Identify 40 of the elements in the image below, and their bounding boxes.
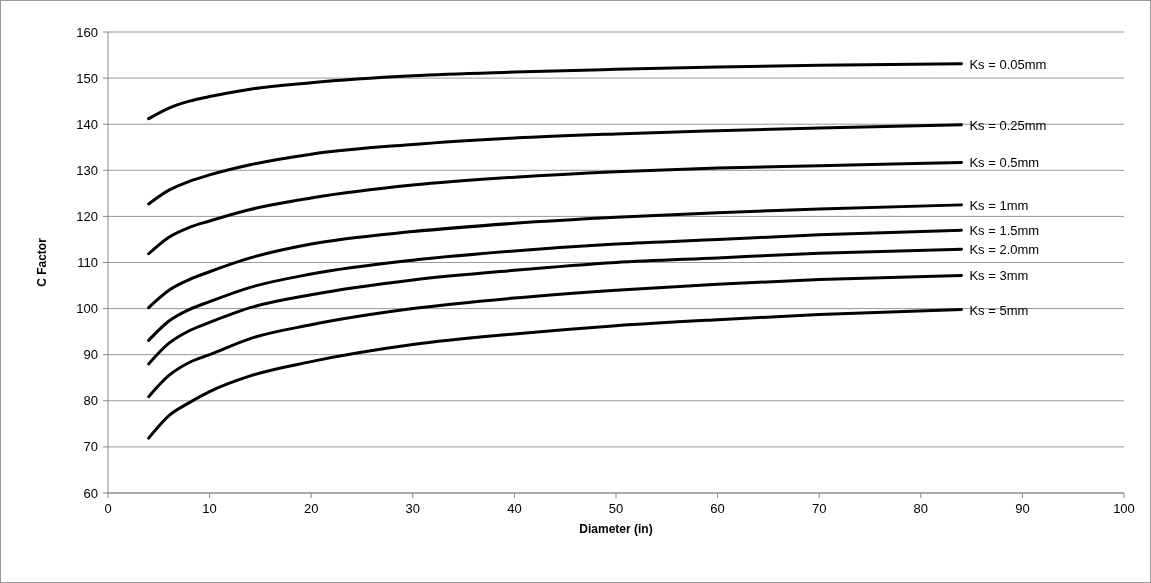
y-tick-label: 160: [76, 24, 98, 40]
y-tick-label: 60: [83, 485, 98, 501]
y-tick-label: 120: [76, 208, 98, 224]
y-tick-label: 70: [83, 439, 98, 455]
line-series: [147, 123, 963, 206]
y-tick-label: 80: [83, 393, 98, 409]
series-label: Ks = 0.25mm: [969, 117, 1047, 133]
y-tick-label: 110: [77, 255, 98, 270]
series-label: Ks = 1mm: [969, 197, 1029, 213]
x-tick-label: 70: [811, 501, 827, 516]
x-tick-label: 100: [1113, 501, 1135, 516]
x-axis-title: Diameter (in): [579, 522, 653, 536]
line-series: [147, 62, 963, 121]
x-tick-label: 60: [710, 501, 725, 516]
y-tick-label: 100: [76, 301, 98, 317]
y-tick-label: 140: [76, 116, 98, 132]
y-tick-label: 90: [83, 347, 98, 363]
x-tick-label: 20: [303, 501, 319, 516]
line-series: [147, 228, 963, 342]
series-label: Ks = 3mm: [969, 268, 1029, 284]
x-tick-label: 0: [104, 501, 112, 516]
y-axis-title: C Factor: [35, 237, 49, 287]
series-label: Ks = 1.5mm: [969, 223, 1040, 239]
line-series: [147, 273, 963, 399]
series-label: Ks = 0.5mm: [969, 155, 1040, 171]
series-label: Ks = 5mm: [969, 302, 1029, 318]
y-tick-label: 130: [76, 162, 98, 178]
x-tick-label: 40: [507, 501, 522, 516]
line-series: [147, 203, 963, 310]
y-tick-label: 150: [76, 70, 98, 86]
series-label: Ks = 0.05mm: [969, 56, 1047, 72]
x-tick-label: 30: [405, 501, 421, 516]
x-tick-label: 80: [913, 501, 929, 516]
x-tick-label: 10: [202, 501, 217, 516]
series-label: Ks = 2.0mm: [969, 242, 1040, 258]
x-tick-label: 90: [1015, 501, 1030, 516]
line-series: [147, 308, 963, 440]
line-series: [147, 247, 963, 366]
x-tick-label: 50: [608, 501, 624, 516]
line-series: [147, 160, 963, 256]
